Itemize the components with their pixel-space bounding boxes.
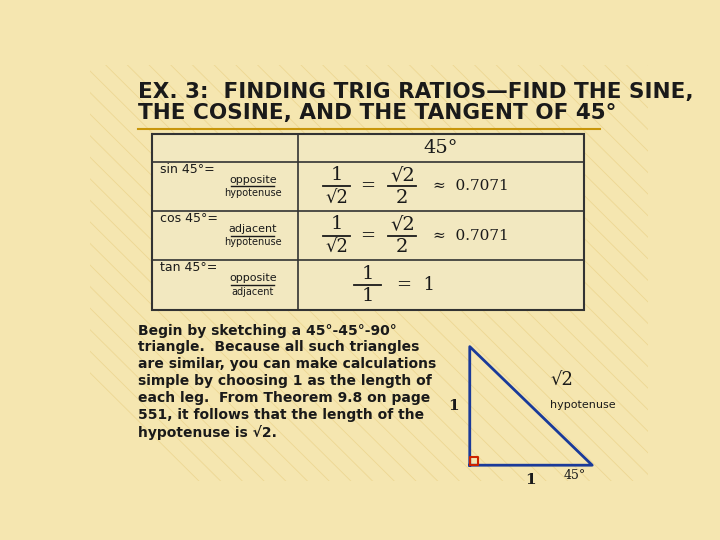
Text: √2: √2 [390, 166, 415, 184]
Text: 1: 1 [330, 215, 343, 233]
Text: √2: √2 [325, 189, 348, 207]
Text: =: = [360, 227, 375, 245]
Text: 1: 1 [361, 265, 374, 283]
Text: adjacent: adjacent [232, 287, 274, 296]
Text: hypotenuse: hypotenuse [550, 400, 616, 410]
Text: 2: 2 [396, 238, 408, 256]
Text: EX. 3:  FINDING TRIG RATIOS—FIND THE SINE,: EX. 3: FINDING TRIG RATIOS—FIND THE SINE… [138, 82, 693, 102]
Text: hypotenuse is √2.: hypotenuse is √2. [138, 425, 277, 440]
Text: triangle.  Because all such triangles: triangle. Because all such triangles [138, 340, 420, 354]
Text: ≈  0.7071: ≈ 0.7071 [433, 179, 509, 193]
Text: √2: √2 [390, 215, 415, 233]
Text: 1: 1 [526, 473, 536, 487]
Text: sin 45°=: sin 45°= [160, 163, 215, 176]
Text: ≈  0.7071: ≈ 0.7071 [433, 229, 509, 243]
Text: opposite: opposite [229, 273, 276, 284]
Text: 1: 1 [330, 166, 343, 184]
Text: =: = [360, 178, 375, 195]
Text: hypotenuse: hypotenuse [224, 188, 282, 198]
Bar [152, 134, 585, 309]
Text: 2: 2 [396, 189, 408, 207]
Text: THE COSINE, AND THE TANGENT OF 45°: THE COSINE, AND THE TANGENT OF 45° [138, 103, 616, 123]
Text: are similar, you can make calculations: are similar, you can make calculations [138, 357, 436, 372]
Text: 45°: 45° [564, 469, 586, 482]
Text: cos 45°=: cos 45°= [160, 212, 217, 225]
Text: √2: √2 [325, 238, 348, 256]
Text: 1: 1 [361, 287, 374, 305]
Text: 45°: 45° [424, 139, 459, 157]
Text: tan 45°=: tan 45°= [160, 261, 217, 274]
Text: Begin by sketching a 45°-45°-90°: Begin by sketching a 45°-45°-90° [138, 323, 397, 338]
Text: =  1: = 1 [397, 276, 435, 294]
Text: hypotenuse: hypotenuse [224, 237, 282, 247]
Text: opposite: opposite [229, 175, 276, 185]
Text: adjacent: adjacent [228, 224, 277, 234]
Text: 1: 1 [449, 399, 459, 413]
Text: each leg.  From Theorem 9.8 on page: each leg. From Theorem 9.8 on page [138, 392, 431, 406]
Text: 551, it follows that the length of the: 551, it follows that the length of the [138, 408, 424, 422]
Text: √2: √2 [550, 371, 573, 389]
Text: simple by choosing 1 as the length of: simple by choosing 1 as the length of [138, 374, 432, 388]
